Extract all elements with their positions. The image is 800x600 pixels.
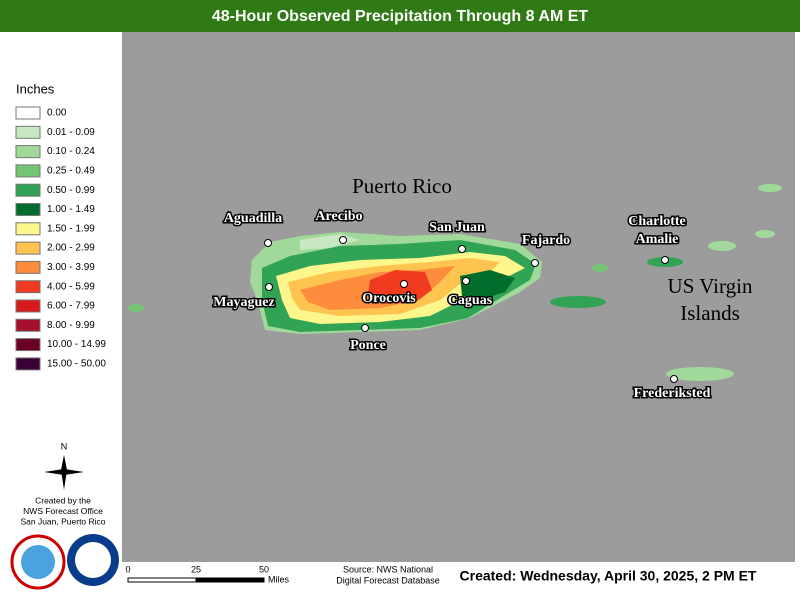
legend-swatch xyxy=(15,183,41,197)
legend-label: 0.00 xyxy=(47,108,67,119)
scale-tick-label: 0 xyxy=(125,564,130,574)
scale-tick-label: 25 xyxy=(191,564,201,574)
city-label: San Juan xyxy=(429,220,485,235)
region-label: Islands xyxy=(680,301,740,325)
credit-line: San Juan, Puerto Rico xyxy=(20,516,105,526)
credit-line: NWS Forecast Office xyxy=(23,506,103,516)
legend-label: 6.00 - 7.99 xyxy=(47,301,95,312)
legend-label: 3.00 - 3.99 xyxy=(47,262,95,273)
legend-label: 1.00 - 1.49 xyxy=(47,204,95,215)
logos xyxy=(10,534,119,590)
title: 48-Hour Observed Precipitation Through 8… xyxy=(212,8,589,25)
legend-swatch xyxy=(15,299,41,313)
legend-label: 1.50 - 1.99 xyxy=(47,223,95,234)
legend-swatch xyxy=(15,241,41,255)
city-label: Ponce xyxy=(350,338,386,353)
city-label: Arecibo xyxy=(315,209,362,224)
legend-swatch xyxy=(15,203,41,216)
legend-label: 4.00 - 5.99 xyxy=(47,281,95,292)
source-line: Digital Forecast Database xyxy=(336,575,440,585)
legend-swatch xyxy=(15,125,41,139)
legend-swatch xyxy=(15,145,41,159)
city-label: Mayaguez xyxy=(213,295,274,310)
city-label: Amalie xyxy=(636,232,679,247)
title-bar xyxy=(0,0,800,32)
legend-label: 0.50 - 0.99 xyxy=(47,185,95,196)
compass xyxy=(44,455,84,490)
city-label: Caguas xyxy=(448,293,493,308)
legend-label: 15.00 - 50.00 xyxy=(47,359,106,370)
source-line: Source: NWS National xyxy=(343,564,433,574)
created-date: Created: Wednesday, April 30, 2025, 2 PM… xyxy=(460,568,757,584)
scale-unit: Miles xyxy=(268,574,290,584)
city-label: Charlotte xyxy=(628,214,686,229)
legend-swatch xyxy=(15,357,41,371)
legend-swatch xyxy=(15,260,41,274)
credit-line: Created by the xyxy=(35,495,91,505)
region-label: US Virgin xyxy=(668,274,753,298)
map-shapes xyxy=(128,184,782,381)
compass-label: N xyxy=(61,441,68,451)
legend-label: 0.01 - 0.09 xyxy=(47,127,95,138)
legend-label: 8.00 - 9.99 xyxy=(47,320,95,331)
city-dots xyxy=(264,236,678,383)
city-label: Fajardo xyxy=(522,233,570,248)
city-label: Aguadilla xyxy=(224,211,282,226)
legend-swatch xyxy=(15,222,41,236)
legend-swatch xyxy=(15,280,41,294)
scale-tick-label: 50 xyxy=(259,564,269,574)
region-label: Puerto Rico xyxy=(352,174,452,198)
scale-bar xyxy=(127,577,265,583)
legend-swatch xyxy=(15,164,41,178)
legend-swatch xyxy=(15,318,41,332)
city-label: Orocovis xyxy=(362,291,416,306)
legend-swatch xyxy=(15,106,41,120)
legend-label: 0.25 - 0.49 xyxy=(47,166,95,177)
city-label: Frederiksted xyxy=(634,386,711,401)
legend-label: 10.00 - 14.99 xyxy=(47,339,106,350)
legend-label: 2.00 - 2.99 xyxy=(47,243,95,254)
legend-label: 0.10 - 0.24 xyxy=(47,146,95,157)
legend-title: Inches xyxy=(16,81,55,96)
legend-swatch xyxy=(15,338,41,352)
